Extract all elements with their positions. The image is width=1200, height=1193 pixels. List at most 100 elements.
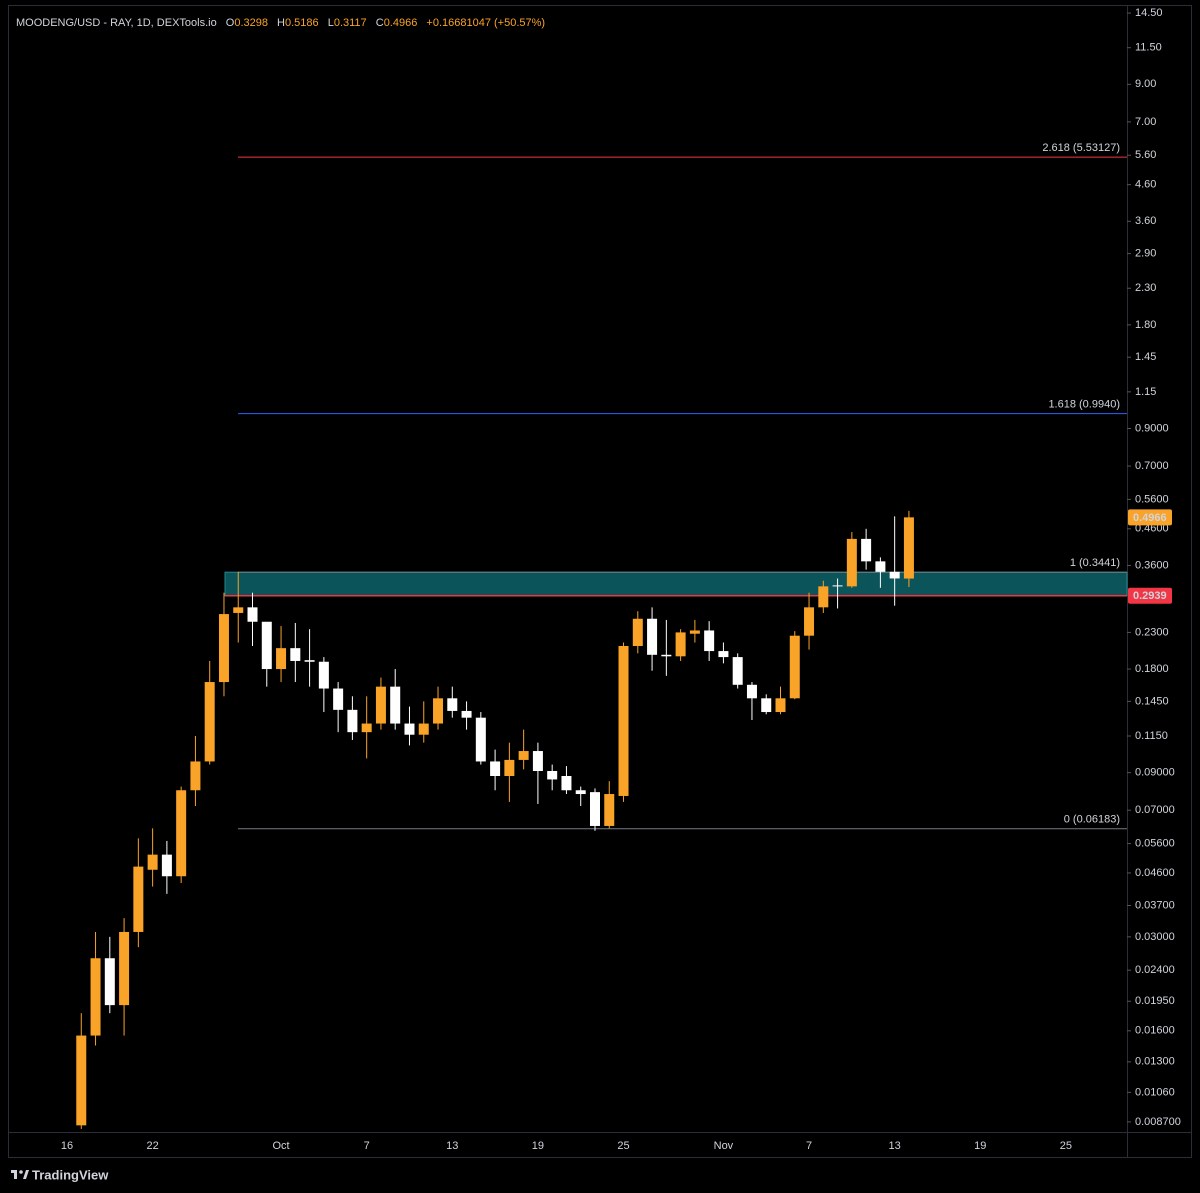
y-tick-label: 0.9000 [1135, 422, 1169, 434]
candle-body [190, 761, 201, 791]
candle-body [176, 790, 187, 877]
logo-shape [23, 1170, 29, 1179]
candle-body [504, 759, 515, 777]
y-tick-label: 0.1150 [1135, 730, 1168, 742]
frame [8, 5, 1192, 1158]
x-tick-label: Nov [714, 1140, 734, 1152]
candle-body [347, 709, 358, 733]
ohlc-value: 0.5186 [285, 17, 319, 29]
candle-body [404, 723, 415, 735]
candle-body [104, 958, 115, 1006]
y-tick-label: 2.30 [1135, 282, 1156, 294]
fib-label: 0 (0.06183) [1064, 814, 1120, 826]
candle-body [333, 688, 344, 710]
candle-body [575, 790, 586, 795]
candle-body [218, 614, 229, 683]
y-tick-label: 0.01950 [1135, 995, 1175, 1007]
x-tick-label: 7 [364, 1140, 370, 1152]
candle-body [561, 776, 572, 791]
price-badge [1128, 587, 1172, 604]
candle-body [604, 794, 615, 826]
candle-body [361, 723, 372, 733]
ohlc-key: C [376, 17, 384, 29]
candle-body [261, 621, 272, 670]
y-tick-label: 3.60 [1135, 215, 1156, 227]
y-tick-label: 4.60 [1135, 179, 1156, 191]
candle-body [761, 698, 772, 713]
candle-body [418, 723, 429, 735]
candle-body [889, 571, 900, 579]
y-tick-label: 1.80 [1135, 319, 1156, 331]
candle-body [704, 630, 715, 652]
zone [224, 571, 1128, 597]
candle-body [119, 931, 130, 1006]
candle-body [461, 710, 472, 718]
logo-shape [14, 1170, 17, 1179]
y-tick-label: 5.60 [1135, 149, 1156, 161]
ohlc-value: 0.3298 [234, 17, 268, 29]
candle-body [775, 698, 786, 713]
y-tick-label: 0.05600 [1135, 837, 1175, 849]
y-tick-label: 11.50 [1135, 42, 1162, 54]
candle-body [290, 648, 301, 661]
candle-body [875, 561, 886, 572]
candle-body [732, 657, 743, 685]
candle-body [447, 698, 458, 711]
ohlc-key: L [328, 17, 334, 29]
candle-body [433, 698, 444, 724]
y-tick-label: 0.3600 [1135, 559, 1169, 571]
candle-body [746, 684, 757, 699]
candle-body [390, 686, 401, 724]
x-tick-label: 22 [146, 1140, 158, 1152]
ohlc-key: H [277, 17, 285, 29]
y-tick-label: 0.01060 [1135, 1086, 1175, 1098]
candle-body [547, 770, 558, 780]
y-tick-label: 0.07000 [1135, 804, 1175, 816]
y-tick-label: 0.1450 [1135, 695, 1169, 707]
candle-body [804, 607, 815, 636]
change: +0.16681047 (+50.57%) [426, 17, 545, 29]
candle-body [632, 618, 643, 647]
candle-body [818, 586, 829, 608]
y-tick-label: 0.02400 [1135, 964, 1175, 976]
candle-body [789, 635, 800, 699]
watermark: TradingView [32, 1167, 109, 1182]
candle-body [247, 607, 258, 622]
candle-body [147, 854, 158, 870]
y-tick-label: 0.03000 [1135, 931, 1175, 943]
logo [11, 1170, 29, 1179]
candle-body [90, 958, 101, 1036]
candle-body [318, 661, 329, 689]
candle-body [832, 585, 843, 587]
candle-body [133, 866, 144, 932]
candle-body [675, 632, 686, 657]
y-tick-label: 0.008700 [1135, 1116, 1181, 1128]
y-tick-label: 1.45 [1135, 351, 1156, 363]
y-tick-label: 0.4600 [1135, 523, 1169, 535]
y-tick-label: 0.04600 [1135, 867, 1175, 879]
x-tick-label: 16 [61, 1140, 73, 1152]
price-badge-label: 0.2939 [1133, 590, 1167, 602]
y-tick-label: 0.01600 [1135, 1025, 1175, 1037]
price-badge [1128, 509, 1172, 526]
y-tick-label: 9.00 [1135, 78, 1156, 90]
price-badge-label: 0.4966 [1133, 512, 1167, 524]
candle-body [304, 660, 315, 662]
x-tick-label: 19 [974, 1140, 986, 1152]
candle-body [475, 717, 486, 762]
candle-body [532, 751, 543, 771]
ohlc-value: 0.3117 [334, 17, 367, 29]
fib-label: 1 (0.3441) [1070, 557, 1120, 569]
y-tick-label: 0.1800 [1135, 663, 1169, 675]
x-tick-label: 7 [806, 1140, 812, 1152]
candle-body [276, 648, 287, 670]
y-tick-label: 0.2300 [1135, 626, 1169, 638]
candle-body [903, 517, 914, 579]
x-tick-label: 25 [617, 1140, 629, 1152]
candle-body [718, 651, 729, 658]
ohlc-value: 0.4966 [384, 17, 418, 29]
y-tick-label: 0.09000 [1135, 767, 1175, 779]
candle-body [846, 538, 857, 587]
